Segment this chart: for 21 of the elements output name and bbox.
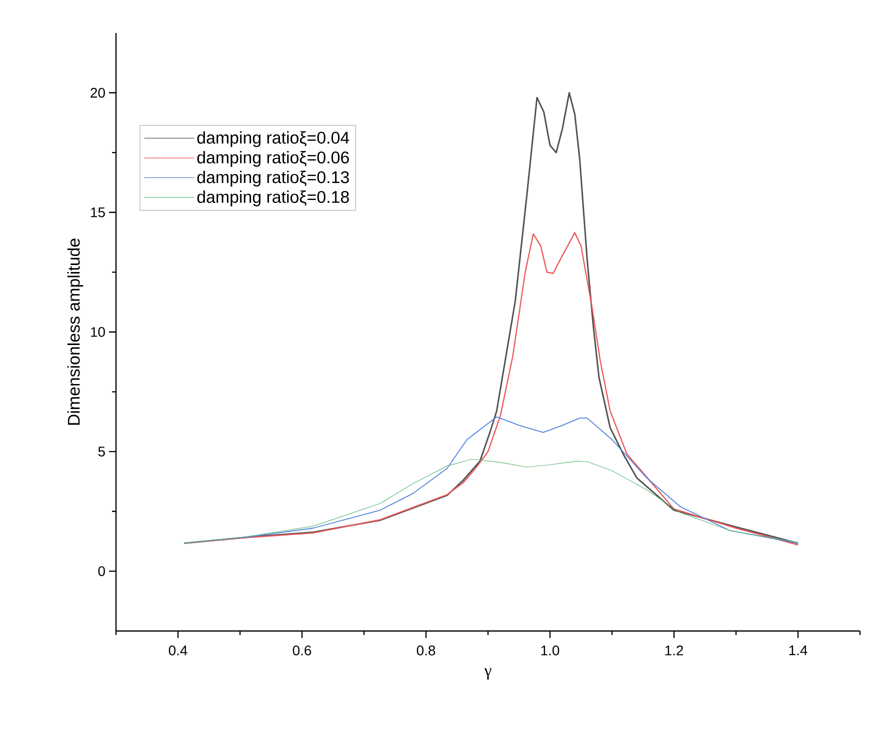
- y-tick-label: 10: [91, 327, 105, 337]
- x-axis-title: γ: [484, 668, 492, 680]
- y-tick-label: 15: [91, 208, 105, 218]
- y-tick-label: 0: [98, 566, 105, 576]
- x-tick-label: 0.8: [416, 645, 436, 656]
- legend-label: damping ratioξ=0.06: [197, 151, 349, 167]
- line-series: [184, 232, 799, 546]
- line-series: [184, 416, 798, 544]
- line-series: [183, 92, 799, 544]
- x-tick-label: 1.2: [665, 645, 684, 656]
- legend-label: damping ratioξ=0.04: [197, 131, 350, 148]
- legend-label: damping ratioξ=0.18: [197, 190, 349, 206]
- y-tick-label: 5: [98, 446, 105, 456]
- legend-label: damping ratioξ=0.13: [197, 170, 349, 187]
- y-tick-label: 20: [90, 88, 105, 98]
- x-tick-label: 0.4: [168, 645, 188, 656]
- x-tick-label: 1.0: [541, 645, 560, 656]
- y-axis-title: Dimensionless amplitude: [67, 238, 84, 425]
- x-tick-label: 0.6: [292, 645, 312, 656]
- x-tick-label: 1.4: [789, 646, 808, 656]
- line-series: [184, 458, 798, 544]
